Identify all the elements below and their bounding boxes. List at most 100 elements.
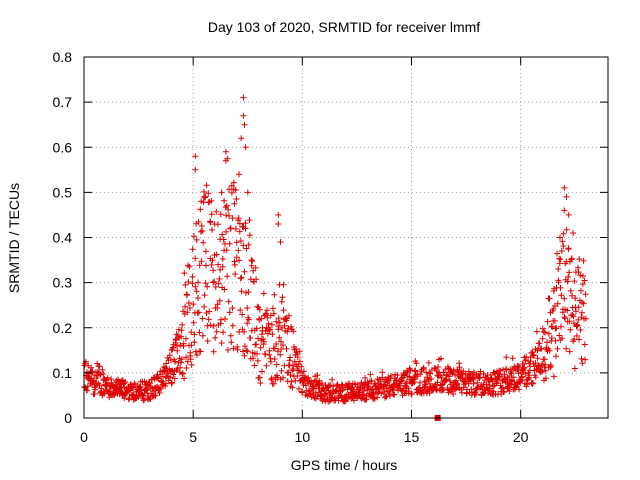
data-point <box>127 387 134 394</box>
data-point <box>440 369 447 376</box>
data-point <box>554 250 560 257</box>
data-point <box>539 335 546 342</box>
data-point <box>226 309 233 316</box>
data-point <box>188 342 195 349</box>
data-point <box>361 387 368 394</box>
data-point <box>179 370 186 376</box>
data-point <box>223 228 230 235</box>
data-point <box>215 261 222 268</box>
data-point <box>374 394 381 401</box>
data-point <box>170 371 177 378</box>
data-point <box>426 370 433 377</box>
data-point <box>575 316 582 323</box>
data-point <box>435 364 442 370</box>
data-point <box>283 345 290 352</box>
data-point <box>558 292 565 299</box>
data-point <box>281 322 288 329</box>
data-point <box>235 215 242 221</box>
data-point <box>266 347 273 354</box>
data-point <box>189 280 196 287</box>
data-point <box>565 273 572 280</box>
data-point <box>237 307 244 314</box>
data-point <box>546 295 553 302</box>
data-point <box>273 361 280 368</box>
data-point <box>508 370 515 377</box>
data-point <box>276 319 283 326</box>
data-point <box>299 388 306 395</box>
data-point <box>190 301 197 308</box>
data-point <box>580 300 587 307</box>
data-point <box>530 352 537 359</box>
data-point <box>438 374 445 381</box>
y-tick-label: 0.8 <box>53 49 73 65</box>
data-point <box>516 386 523 393</box>
data-point <box>542 367 549 374</box>
data-point <box>210 348 217 355</box>
data-point <box>241 328 248 335</box>
data-point <box>379 369 386 376</box>
data-point <box>202 248 209 255</box>
data-point <box>294 373 301 379</box>
data-point <box>126 386 133 393</box>
data-point <box>204 322 211 329</box>
data-point <box>267 312 274 319</box>
data-point <box>532 374 539 381</box>
data-point <box>199 332 206 339</box>
data-point <box>222 316 228 322</box>
data-point <box>405 385 412 392</box>
data-point <box>575 269 582 275</box>
data-point <box>580 257 587 264</box>
data-point <box>241 343 248 350</box>
data-point <box>278 346 285 353</box>
data-point <box>552 337 559 344</box>
data-point <box>300 368 307 375</box>
data-point <box>131 381 138 388</box>
data-point <box>271 356 278 362</box>
data-point <box>231 261 238 268</box>
data-point <box>526 372 533 379</box>
data-point <box>569 311 576 318</box>
data-point <box>531 352 537 358</box>
data-point <box>270 380 277 387</box>
data-point <box>273 318 280 325</box>
data-point <box>556 332 563 339</box>
data-point <box>472 391 479 398</box>
data-point <box>237 238 244 244</box>
data-point <box>244 305 251 311</box>
data-point <box>580 273 586 279</box>
x-tick-label: 5 <box>189 429 197 445</box>
data-point <box>558 248 565 254</box>
data-point <box>540 328 547 335</box>
data-point <box>171 375 178 382</box>
data-point <box>118 385 125 392</box>
data-point <box>442 376 449 383</box>
data-point <box>228 339 235 346</box>
data-point <box>101 390 108 397</box>
data-point <box>556 260 563 267</box>
data-point <box>186 263 193 270</box>
data-point <box>266 326 273 333</box>
data-point <box>203 182 210 189</box>
data-point <box>177 342 184 349</box>
data-point <box>236 220 243 227</box>
data-point <box>517 378 524 384</box>
data-point <box>246 217 253 224</box>
data-point <box>165 377 172 384</box>
data-point <box>264 307 271 314</box>
data-point <box>271 345 278 352</box>
data-point <box>575 304 582 311</box>
data-point <box>262 351 269 358</box>
data-point <box>188 361 195 368</box>
data-point <box>215 280 222 287</box>
data-point <box>201 303 208 310</box>
data-point <box>275 315 282 322</box>
data-point <box>245 289 252 296</box>
data-point <box>420 364 427 371</box>
data-point <box>265 320 272 327</box>
data-point <box>218 189 225 196</box>
y-tick-label: 0.3 <box>53 275 73 291</box>
data-point <box>207 322 214 329</box>
data-point <box>287 354 294 361</box>
data-point <box>140 392 147 399</box>
data-point <box>575 264 581 271</box>
